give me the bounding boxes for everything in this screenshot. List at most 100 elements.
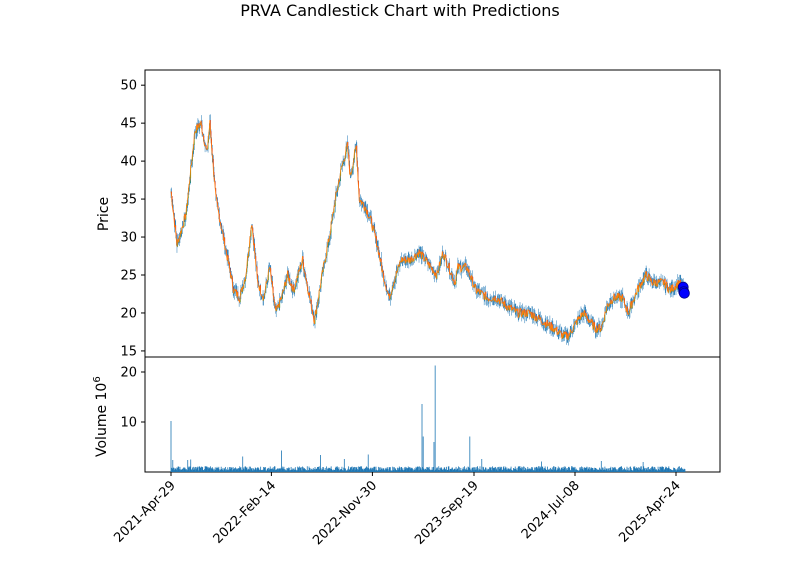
volume-bar [519, 466, 520, 472]
volume-bar [651, 466, 653, 472]
volume-bar [419, 466, 421, 472]
volume-bar [645, 467, 647, 472]
volume-bar [611, 469, 613, 472]
volume-bar [535, 467, 536, 472]
volume-bar [522, 470, 524, 472]
x-tick-label: 2022-Feb-14 [211, 478, 280, 547]
price-y-tick-label: 25 [120, 269, 137, 284]
volume-bar [213, 470, 214, 472]
volume-bar [352, 469, 354, 472]
volume-bar [510, 468, 511, 472]
volume-bar [527, 469, 529, 472]
volume-bar [243, 467, 245, 472]
volume-bar [559, 469, 561, 472]
volume-bar [628, 470, 630, 472]
volume-bar [260, 469, 262, 472]
volume-bar [398, 467, 400, 472]
volume-bar [239, 467, 241, 472]
volume-bar [445, 469, 447, 472]
volume-bar [331, 470, 333, 472]
volume-bar [587, 467, 589, 472]
volume-bar [592, 468, 594, 472]
volume-bar [643, 468, 645, 472]
volume-bar [242, 468, 244, 472]
volume-bar [460, 467, 462, 472]
volume-bar [574, 468, 575, 472]
volume-bar [433, 442, 435, 472]
volume-bar [344, 468, 346, 472]
volume-bar [489, 466, 491, 472]
volume-bar [285, 470, 287, 472]
volume-bar [220, 469, 222, 472]
volume-bar [208, 468, 210, 472]
volume-bar [231, 467, 233, 472]
volume-bar [510, 466, 512, 472]
volume-bar [643, 466, 645, 472]
volume-bar [363, 470, 364, 472]
volume-bar [425, 469, 427, 472]
volume-bar [547, 466, 548, 472]
volume-axes-frame [144, 356, 721, 473]
volume-bar [199, 467, 201, 472]
volume-bar [464, 466, 465, 472]
volume-bar [469, 436, 471, 472]
volume-bar [629, 466, 631, 472]
volume-bar [624, 467, 626, 472]
x-tick-label: 2021-Apr-29 [111, 478, 178, 545]
volume-bar [565, 470, 567, 472]
volume-bar [174, 468, 176, 472]
volume-bar [192, 467, 193, 472]
volume-bar [245, 468, 247, 472]
volume-bar [590, 468, 591, 472]
volume-bar [466, 469, 468, 472]
volume-bar [311, 469, 312, 472]
volume-bar [632, 470, 634, 472]
volume-bar [193, 467, 195, 472]
volume-bar [216, 468, 217, 472]
volume-bar [683, 469, 685, 472]
volume-bar [600, 469, 602, 472]
volume-bar [230, 467, 232, 472]
volume-bar [174, 469, 175, 472]
volume-bar [638, 470, 640, 472]
volume-bar [651, 467, 652, 472]
volume-bar [336, 466, 338, 472]
volume-bar [377, 466, 379, 472]
volume-bar [526, 470, 527, 472]
volume-bar [353, 467, 355, 472]
volume-bar [656, 470, 658, 472]
volume-bar [439, 467, 441, 472]
volume-bar [602, 467, 603, 472]
volume-bar [303, 468, 305, 472]
volume-bar [300, 467, 302, 472]
volume-bar [544, 466, 546, 472]
volume-bar [372, 469, 374, 472]
volume-bar [388, 470, 389, 472]
volume-bar [406, 468, 408, 472]
volume-bar [432, 466, 434, 472]
volume-bar [313, 469, 315, 472]
volume-y-tick-label: 20 [120, 366, 137, 381]
volume-bar [676, 470, 677, 472]
volume-bar [351, 466, 353, 472]
volume-bar [171, 467, 172, 472]
volume-bar [227, 467, 229, 472]
volume-bar [335, 466, 337, 472]
volume-bar [304, 468, 306, 472]
volume-bar [374, 466, 376, 472]
volume-bar [208, 467, 210, 472]
volume-bar [559, 467, 560, 472]
volume-bar [397, 469, 399, 472]
volume-bar [489, 467, 490, 472]
volume-bar [392, 466, 394, 472]
volume-bar [392, 467, 394, 472]
volume-bar [366, 466, 367, 472]
volume-bar [508, 468, 510, 472]
volume-bar [183, 467, 184, 472]
volume-bar [303, 467, 305, 472]
volume-bar [604, 466, 606, 472]
volume-bar [232, 467, 234, 472]
volume-bar [471, 467, 473, 472]
volume-bar [603, 469, 605, 472]
volume-bar [668, 466, 670, 472]
